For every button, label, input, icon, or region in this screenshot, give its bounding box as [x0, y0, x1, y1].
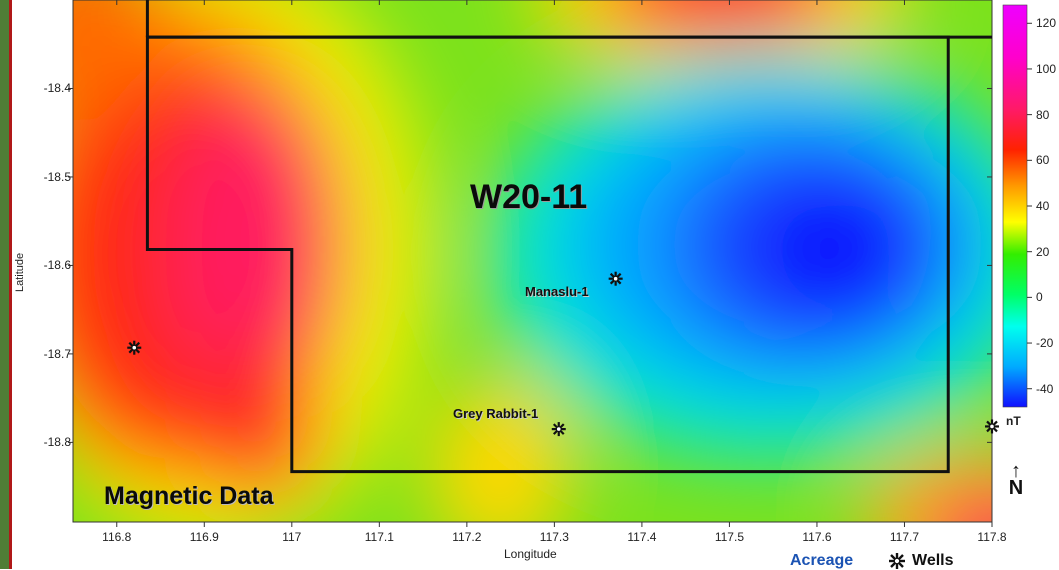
x-axis-label: Longitude [504, 547, 557, 561]
x-tick-label: 117 [282, 530, 302, 544]
slide-frame-left [0, 0, 12, 569]
colorbar-tick-label: 40 [1036, 199, 1050, 213]
y-tick-label: -18.5 [43, 169, 71, 184]
y-tick-label: -18.4 [43, 81, 71, 96]
colorbar-tick-label: -40 [1036, 381, 1054, 396]
x-tick-label: 117.2 [452, 530, 482, 544]
x-tick-label: 117.5 [714, 530, 744, 544]
colorbar-tick-label: 120 [1036, 16, 1057, 31]
legend-wells: Wells [912, 552, 954, 569]
colorbar-tick-label: -20 [1036, 336, 1054, 351]
colorbar-ticks [1027, 22, 1032, 390]
x-tick-label: 117.3 [539, 530, 569, 544]
map-data-label: Magnetic Data [104, 482, 274, 510]
colorbar-tick-label: 20 [1036, 244, 1050, 259]
colorbar-tick-label: 60 [1036, 153, 1050, 168]
colorbar-tick-label: 0 [1036, 290, 1043, 305]
well-marker-icon [551, 422, 566, 437]
block-title: W20-11 [470, 178, 588, 216]
y-tick-label: -18.8 [43, 435, 71, 450]
x-tick-label: 117.4 [627, 530, 657, 544]
colorbar [1002, 4, 1028, 408]
colorbar-unit: nT [1006, 414, 1021, 428]
axis-ticks [68, 0, 993, 527]
acreage-boundary [145, 0, 992, 474]
well-label-manaslu: Manaslu-1 [525, 284, 589, 299]
colorbar-tick-label: 80 [1036, 107, 1050, 122]
x-tick-label: 116.9 [189, 530, 219, 544]
y-tick-label: -18.7 [43, 346, 71, 361]
x-tick-label: 117.1 [364, 530, 394, 544]
x-tick-label: 117.6 [802, 530, 832, 544]
colorbar-tick-label: 100 [1036, 61, 1057, 76]
x-tick-label: 117.8 [977, 530, 1007, 544]
y-tick-label: -18.6 [43, 258, 71, 273]
wells-layer [127, 271, 999, 437]
north-arrow-icon: ↑ N [1008, 460, 1024, 499]
wells-legend-symbol [889, 553, 905, 569]
well-marker-icon [608, 271, 623, 286]
well-marker-icon [127, 340, 142, 355]
well-label-grey-rabbit: Grey Rabbit-1 [453, 406, 539, 421]
well-marker-icon [985, 419, 999, 434]
x-tick-label: 117.7 [889, 530, 920, 544]
y-axis-label: Latitude [14, 252, 26, 292]
x-tick-label: 116.8 [102, 530, 132, 544]
legend-acreage: Acreage [790, 552, 854, 569]
map-frame [72, 0, 993, 523]
